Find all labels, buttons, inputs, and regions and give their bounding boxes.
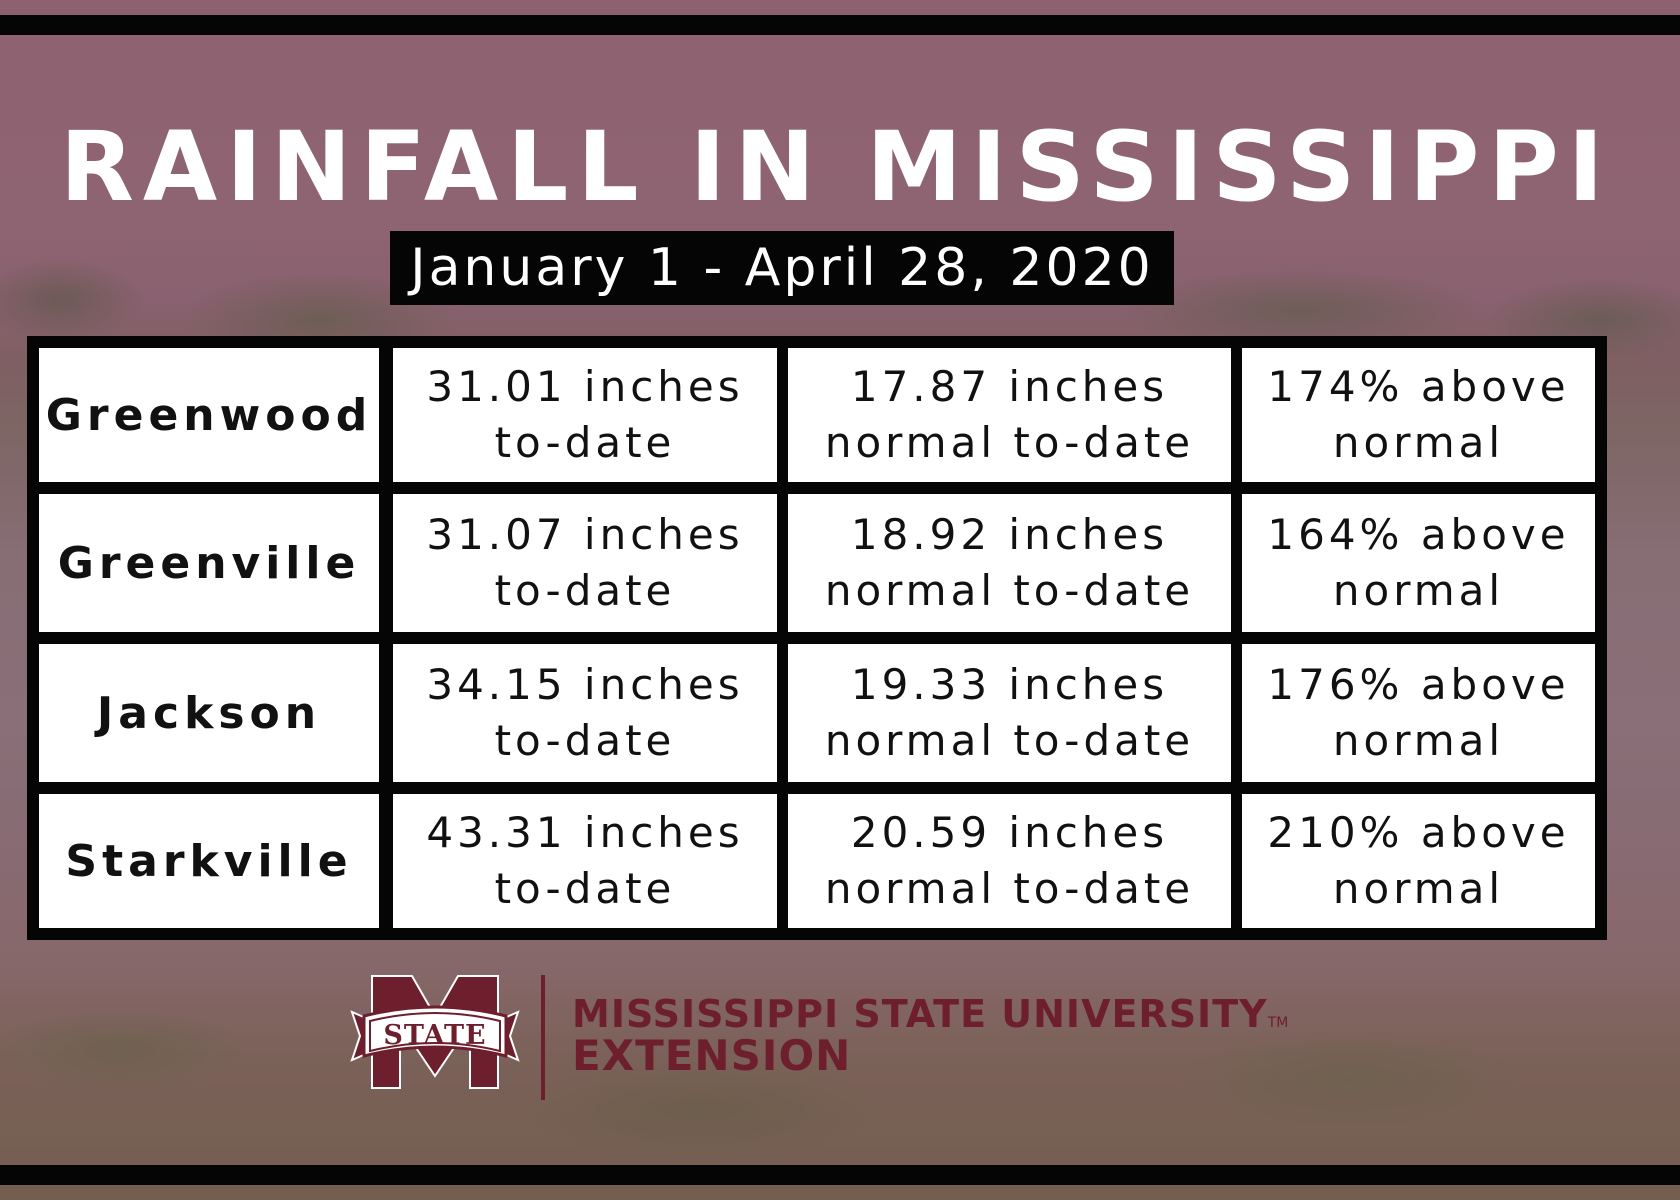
- normal-to-date-cell: 19.33 inches normal to-date: [788, 644, 1231, 782]
- date-range-banner: January 1 - April 28, 2020: [390, 231, 1174, 305]
- extension-label: EXTENSION: [572, 1031, 852, 1080]
- rainfall-to-date-cell: 31.07 inches to-date: [393, 494, 777, 632]
- top-border-bar: [0, 15, 1680, 35]
- percent-above-normal-cell: 174% above normal: [1242, 348, 1595, 482]
- percent-above-normal-cell: 164% above normal: [1242, 494, 1595, 632]
- msu-m-state-logo: STATE: [350, 975, 520, 1089]
- table-row: Greenville 31.07 inches to-date 18.92 in…: [27, 494, 1607, 632]
- normal-to-date-cell: 20.59 inches normal to-date: [788, 794, 1231, 928]
- rainfall-to-date-cell: 34.15 inches to-date: [393, 644, 777, 782]
- normal-to-date-cell: 17.87 inches normal to-date: [788, 348, 1231, 482]
- rainfall-to-date-cell: 31.01 inches to-date: [393, 348, 777, 482]
- logo-badge-text: STATE: [383, 1020, 486, 1051]
- city-cell: Greenwood: [39, 348, 379, 482]
- page-title: RAINFALL IN MISSISSIPPI: [60, 111, 1613, 223]
- percent-above-normal-cell: 176% above normal: [1242, 644, 1595, 782]
- trademark-mark: TM: [1267, 1015, 1289, 1031]
- logo-divider: [541, 975, 545, 1100]
- city-cell: Starkville: [39, 794, 379, 928]
- table-row: Greenwood 31.01 inches to-date 17.87 inc…: [27, 348, 1607, 482]
- bottom-border-bar: [0, 1165, 1680, 1185]
- percent-above-normal-cell: 210% above normal: [1242, 794, 1595, 928]
- rainfall-to-date-cell: 43.31 inches to-date: [393, 794, 777, 928]
- normal-to-date-cell: 18.92 inches normal to-date: [788, 494, 1231, 632]
- city-cell: Jackson: [39, 644, 379, 782]
- table-row: Starkville 43.31 inches to-date 20.59 in…: [27, 794, 1607, 928]
- table-row: Jackson 34.15 inches to-date 19.33 inche…: [27, 644, 1607, 782]
- university-name: MISSISSIPPI STATE UNIVERSITYTM: [572, 992, 1289, 1036]
- background-grass: [0, 960, 1680, 1170]
- rainfall-table: Greenwood 31.01 inches to-date 17.87 inc…: [27, 336, 1607, 940]
- city-cell: Greenville: [39, 494, 379, 632]
